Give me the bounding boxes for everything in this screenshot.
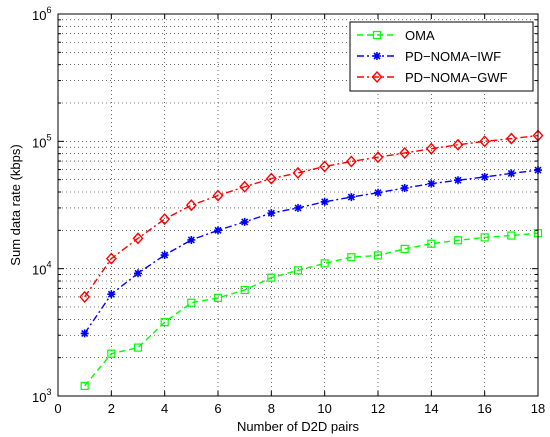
data-point — [292, 166, 304, 179]
x-tick-label: 8 — [268, 401, 275, 416]
data-point — [374, 188, 382, 197]
x-tick-label: 18 — [531, 401, 545, 416]
data-point — [400, 244, 409, 253]
data-point — [80, 329, 89, 338]
data-point — [373, 251, 383, 260]
x-axis-label: Number of D2D pairs — [237, 419, 360, 434]
x-tick-label: 16 — [477, 401, 491, 416]
data-point — [133, 343, 143, 352]
series-3 — [79, 129, 544, 303]
data-point — [105, 252, 117, 265]
data-point — [399, 146, 411, 160]
data-point — [507, 231, 516, 240]
x-tick-label: 12 — [371, 401, 385, 416]
data-point — [159, 213, 171, 226]
data-point — [267, 209, 276, 218]
data-point — [80, 381, 89, 391]
data-point — [134, 269, 142, 278]
data-point — [372, 151, 384, 164]
tick-marks — [57, 14, 539, 397]
legend-marker — [372, 30, 382, 40]
data-point — [425, 142, 437, 155]
plot-frame — [57, 13, 539, 397]
legend-label: PD−NOMA−GWF — [405, 70, 508, 85]
legend-label: OMA — [405, 28, 435, 43]
data-point — [507, 169, 516, 178]
legend: OMA PD−NOMA−IWF PD−NOMA−GWF — [349, 21, 534, 92]
legend-item: PD−NOMA−GWF — [357, 70, 508, 85]
data-point — [240, 285, 249, 295]
data-point — [267, 273, 276, 282]
series-1 — [80, 229, 543, 391]
data-point — [79, 290, 91, 303]
data-point — [185, 199, 197, 212]
data-point — [454, 176, 462, 185]
data-point — [213, 293, 223, 302]
x-tick-labels: 0 2 4 6 8 10 12 14 16 18 — [54, 401, 545, 416]
data-point — [452, 138, 464, 151]
legend-marker — [373, 52, 381, 60]
data-point — [214, 226, 222, 235]
data-point — [132, 232, 144, 245]
data-point — [212, 189, 224, 202]
series-line — [84, 169, 539, 334]
data-point — [294, 203, 302, 212]
data-point — [187, 235, 196, 244]
data-point — [319, 160, 331, 173]
data-point — [400, 184, 409, 193]
data-point — [347, 193, 356, 202]
series-layer — [79, 129, 544, 391]
data-point — [505, 132, 517, 145]
legend-label: PD−NOMA−IWF — [405, 49, 501, 64]
data-point — [160, 318, 169, 327]
y-tick-label: 103 — [32, 387, 51, 405]
data-point — [187, 298, 196, 307]
x-tick-label: 6 — [214, 401, 221, 416]
data-point — [480, 233, 489, 242]
x-tick-label: 14 — [424, 401, 438, 416]
data-point — [240, 217, 249, 226]
data-point — [427, 239, 436, 248]
data-point — [453, 236, 463, 245]
data-point — [107, 290, 116, 299]
legend-item: OMA — [357, 28, 435, 43]
data-point — [320, 197, 329, 206]
x-tick-label: 2 — [108, 401, 115, 416]
data-point — [107, 349, 116, 358]
legend-marker — [371, 70, 383, 84]
y-tick-label: 106 — [32, 5, 51, 23]
x-tick-label: 10 — [317, 401, 331, 416]
data-point — [239, 180, 251, 193]
data-point — [480, 172, 489, 181]
data-point — [345, 155, 357, 168]
data-point — [479, 135, 491, 148]
data-point — [320, 259, 329, 268]
data-point — [160, 251, 169, 260]
data-point — [427, 179, 436, 188]
data-point — [347, 253, 356, 262]
y-tick-labels: 103 104 105 106 — [32, 5, 51, 405]
series-line — [84, 232, 539, 387]
y-tick-label: 105 — [32, 132, 51, 150]
x-tick-label: 4 — [161, 401, 168, 416]
x-tick-label: 0 — [54, 401, 61, 416]
data-point — [293, 266, 303, 275]
y-tick-label: 104 — [32, 260, 51, 278]
data-point — [265, 172, 277, 185]
y-axis-label: Sum data rate (kbps) — [8, 144, 23, 265]
legend-item: PD−NOMA−IWF — [357, 49, 501, 64]
